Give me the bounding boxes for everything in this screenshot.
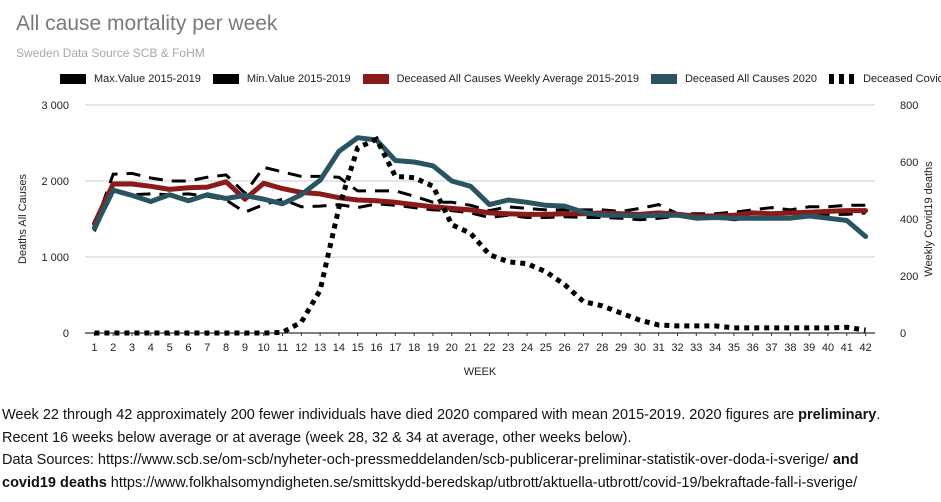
legend-item-covid: Deceased Covid19	[829, 73, 941, 85]
x-tick-label: 20	[446, 342, 458, 354]
series-2020-line	[91, 135, 869, 239]
caption: Week 22 through 42 approximately 200 few…	[2, 404, 937, 494]
y-tick-label: 2 000	[41, 176, 69, 188]
chart-subtitle: Sweden Data Source SCB & FoHM	[16, 46, 205, 60]
x-tick-label: 4	[148, 342, 154, 354]
x-tick-label: 31	[653, 342, 665, 354]
x-tick-label: 18	[408, 342, 420, 354]
x-tick-label: 2	[110, 342, 116, 354]
y2-tick-label: 800	[900, 100, 918, 112]
x-tick-label: 32	[671, 342, 683, 354]
x-tick-label: 28	[596, 342, 608, 354]
legend-item-average: Deceased All Causes Weekly Average 2015-…	[362, 73, 639, 85]
legend-item-min: Min.Value 2015-2019	[212, 73, 351, 85]
chart-legend: Max.Value 2015-2019 Min.Value 2015-2019 …	[60, 71, 941, 87]
x-tick-label: 15	[352, 342, 364, 354]
legend-label-min: Min.Value 2015-2019	[246, 73, 351, 85]
legend-label-covid: Deceased Covid19	[863, 73, 941, 85]
x-tick-label: 37	[765, 342, 777, 354]
y2-tick-label: 400	[900, 214, 918, 226]
caption-line-3: Data Sources: https://www.scb.se/om-scb/…	[2, 449, 937, 472]
chart-title: All cause mortality per week	[16, 12, 278, 35]
x-tick-label: 36	[747, 342, 759, 354]
y-tick-label: 3 000	[41, 100, 69, 112]
x-tick-label: 13	[314, 342, 326, 354]
legend-swatch-min	[212, 74, 239, 84]
caption-line-1: Week 22 through 42 approximately 200 few…	[2, 404, 937, 427]
x-tick-label: 16	[370, 342, 382, 354]
x-tick-label: 27	[577, 342, 589, 354]
x-tick-label: 41	[841, 342, 853, 354]
legend-label-average: Deceased All Causes Weekly Average 2015-…	[396, 73, 639, 85]
x-tick-label: 23	[502, 342, 514, 354]
x-tick-label: 42	[859, 342, 871, 354]
x-tick-label: 35	[728, 342, 740, 354]
caption-line-1-text: Week 22 through 42 approximately 200 few…	[2, 407, 799, 423]
legend-label-max: Max.Value 2015-2019	[94, 73, 201, 85]
x-tick-label: 21	[464, 342, 476, 354]
x-tick-label: 39	[803, 342, 815, 354]
x-tick-label: 40	[822, 342, 834, 354]
legend-label-2020: Deceased All Causes 2020	[684, 73, 818, 85]
x-tick-label: 24	[521, 342, 533, 354]
x-tick-label: 1	[91, 342, 97, 354]
caption-line-1-end: .	[876, 407, 881, 423]
caption-line-3-text: Data Sources: https://www.scb.se/om-scb/…	[2, 452, 833, 468]
x-tick-label: 22	[483, 342, 495, 354]
legend-swatch-covid	[829, 74, 856, 84]
x-tick-label: 17	[389, 342, 401, 354]
legend-swatch-average	[362, 74, 389, 84]
x-tick-label: 7	[204, 342, 210, 354]
x-tick-label: 34	[709, 342, 721, 354]
x-tick-label: 38	[784, 342, 796, 354]
x-tick-label: 12	[295, 342, 307, 354]
x-tick-label: 5	[167, 342, 173, 354]
caption-line-3-bold: and	[832, 452, 859, 468]
x-tick-label: 14	[333, 342, 345, 354]
legend-item-2020: Deceased All Causes 2020	[650, 73, 818, 85]
caption-line-2: Recent 16 weeks below average or at aver…	[2, 429, 632, 446]
x-tick-label: 25	[540, 342, 552, 354]
x-tick-label: 11	[277, 342, 288, 354]
caption-line-4-text: https://www.folkhalsomyndigheten.se/smit…	[106, 474, 858, 491]
x-axis-title: WEEK	[464, 366, 497, 378]
caption-line-4: covid19 deaths https://www.folkhalsomynd…	[2, 472, 937, 495]
x-tick-label: 29	[615, 342, 627, 354]
x-tick-label: 8	[223, 342, 229, 354]
x-tick-label: 9	[242, 342, 248, 354]
x-tick-label: 3	[129, 342, 135, 354]
y2-axis-title: Weekly Covid19 deaths	[923, 161, 935, 277]
series-covid-line	[94, 135, 866, 336]
x-tick-label: 6	[185, 342, 191, 354]
x-tick-label: 30	[634, 342, 646, 354]
y-tick-label: 0	[63, 328, 69, 340]
series-average-line	[91, 179, 869, 227]
caption-line-1-bold: preliminary	[798, 407, 877, 423]
y-tick-label: 1 000	[41, 252, 69, 264]
caption-line-4-bold: covid19 deaths	[2, 474, 107, 491]
series-max-line	[92, 165, 866, 228]
y2-tick-label: 0	[900, 328, 906, 340]
x-tick-label: 33	[690, 342, 702, 354]
x-tick-label: 10	[258, 342, 270, 354]
y2-tick-label: 200	[900, 271, 918, 283]
x-tick-label: 26	[559, 342, 571, 354]
x-tick-label: 19	[427, 342, 439, 354]
legend-swatch-2020	[650, 74, 677, 84]
y2-tick-label: 600	[900, 157, 918, 169]
legend-swatch-max	[60, 74, 86, 84]
legend-item-max: Max.Value 2015-2019	[60, 73, 201, 85]
y-axis-title: Deaths All Causes	[17, 174, 29, 264]
